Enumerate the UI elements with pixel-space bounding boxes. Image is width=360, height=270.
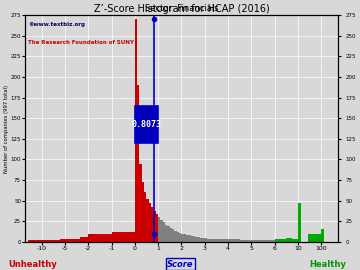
Bar (149, 203, 151, 242)
Bar (263, 240, 275, 242)
Bar (175, 231, 177, 242)
Bar (298, 203, 301, 242)
Bar (205, 238, 207, 242)
Text: Sector: Financials: Sector: Financials (145, 4, 218, 13)
Bar (142, 183, 144, 242)
Bar (321, 229, 324, 242)
Text: Unhealthy: Unhealthy (8, 260, 57, 269)
Bar (184, 234, 186, 242)
Bar (167, 226, 170, 242)
Bar (156, 214, 158, 242)
Bar (172, 230, 175, 242)
Bar (309, 234, 321, 242)
Bar (181, 234, 184, 242)
Bar (186, 235, 188, 242)
Bar (112, 232, 135, 242)
Bar (80, 237, 88, 242)
Bar (46, 240, 51, 242)
Title: Z’-Score Histogram for HCAP (2016): Z’-Score Histogram for HCAP (2016) (94, 5, 269, 15)
Bar (88, 234, 112, 242)
Bar (177, 232, 179, 242)
Text: Score: Score (167, 260, 193, 269)
FancyBboxPatch shape (135, 106, 158, 143)
Bar (137, 85, 139, 242)
Bar (202, 238, 205, 242)
Y-axis label: Number of companies (997 total): Number of companies (997 total) (4, 85, 9, 173)
Bar (65, 238, 73, 242)
Bar (216, 239, 228, 242)
Bar (193, 236, 195, 242)
Text: ©www.textbiz.org: ©www.textbiz.org (28, 22, 85, 27)
Bar (275, 239, 280, 242)
Bar (188, 235, 191, 242)
Bar (158, 217, 161, 242)
Bar (163, 222, 165, 242)
Bar (251, 240, 263, 242)
Bar (135, 19, 137, 242)
Bar (73, 238, 80, 242)
Bar (170, 228, 172, 242)
Bar (214, 239, 216, 242)
Bar (210, 238, 212, 242)
Text: The Research Foundation of SUNY: The Research Foundation of SUNY (28, 40, 134, 45)
Bar (165, 225, 167, 242)
Text: Healthy: Healthy (309, 260, 346, 269)
Bar (200, 238, 202, 242)
Bar (151, 207, 153, 242)
Bar (280, 238, 287, 242)
Bar (55, 240, 60, 242)
Bar (41, 240, 46, 242)
Bar (195, 237, 198, 242)
Bar (287, 238, 292, 242)
Bar (207, 238, 210, 242)
Bar (161, 220, 163, 242)
Bar (191, 236, 193, 242)
Text: 0.8073: 0.8073 (131, 120, 162, 129)
Bar (228, 239, 240, 242)
Bar (147, 199, 149, 242)
Bar (51, 240, 55, 242)
Bar (139, 164, 142, 242)
Bar (292, 238, 298, 242)
Bar (60, 239, 65, 242)
Bar (153, 211, 156, 242)
Bar (28, 240, 32, 242)
Bar (179, 233, 181, 242)
Bar (37, 240, 41, 242)
Bar (212, 238, 214, 242)
Bar (144, 193, 147, 242)
Bar (198, 237, 200, 242)
Bar (32, 240, 37, 242)
Bar (240, 240, 251, 242)
